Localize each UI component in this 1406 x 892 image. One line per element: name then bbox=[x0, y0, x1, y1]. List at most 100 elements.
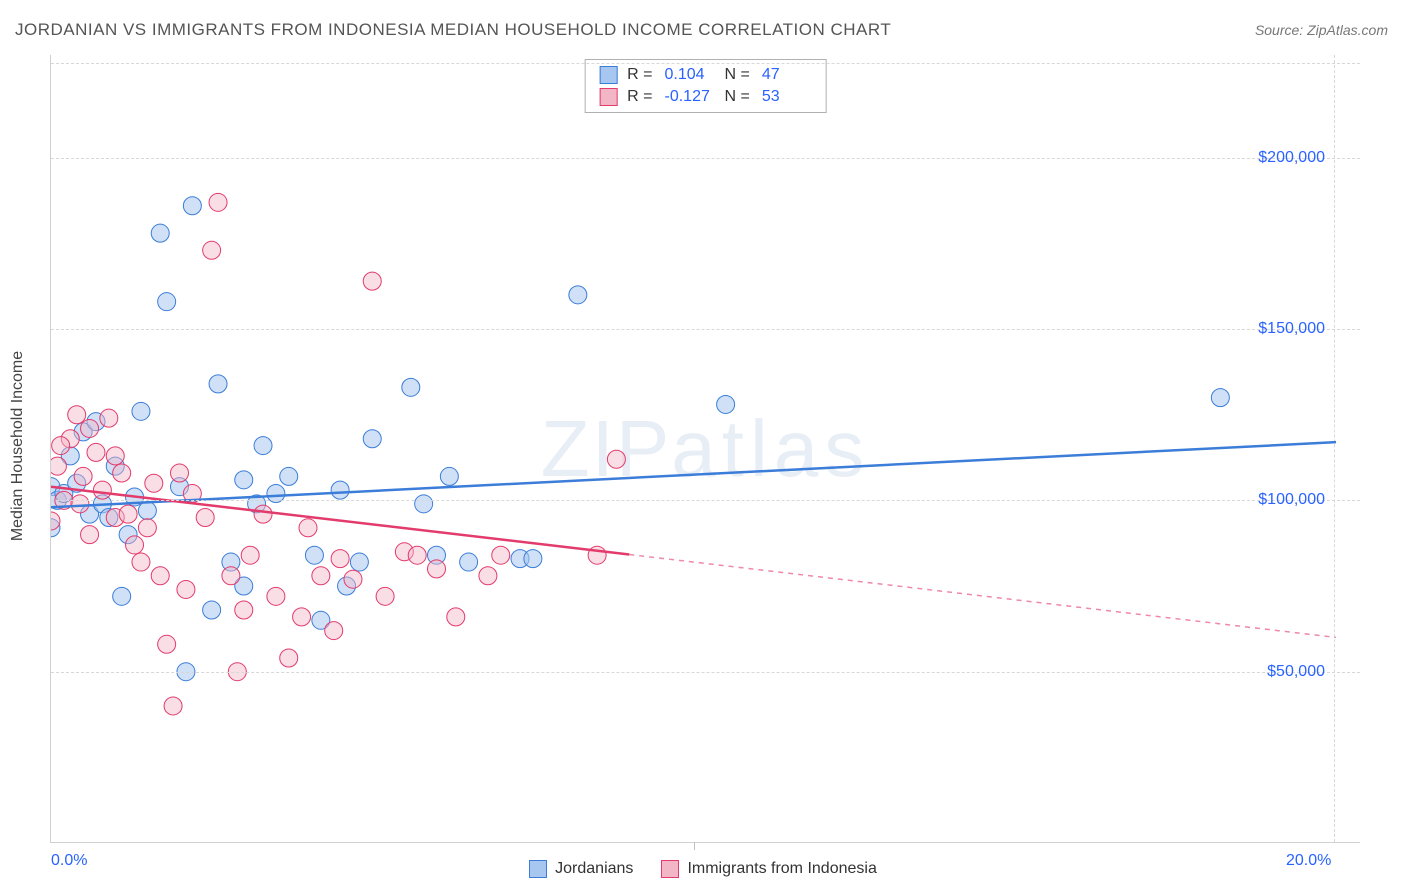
scatter-point bbox=[312, 567, 330, 585]
scatter-point bbox=[363, 272, 381, 290]
gridline-top bbox=[51, 63, 1360, 64]
scatter-point bbox=[325, 622, 343, 640]
scatter-point bbox=[203, 241, 221, 259]
stat-row: R =0.104N =47 bbox=[585, 64, 826, 86]
scatter-point bbox=[151, 567, 169, 585]
legend-swatch bbox=[661, 860, 679, 878]
n-value: 53 bbox=[762, 88, 812, 106]
gridline bbox=[51, 158, 1360, 159]
scatter-point bbox=[158, 293, 176, 311]
scatter-point bbox=[93, 481, 111, 499]
scatter-point bbox=[222, 567, 240, 585]
legend-item: Jordanians bbox=[529, 860, 633, 878]
series-swatch bbox=[599, 66, 617, 84]
y-tick-label: $150,000 bbox=[1258, 320, 1325, 338]
scatter-point bbox=[402, 378, 420, 396]
scatter-point bbox=[71, 495, 89, 513]
scatter-point bbox=[241, 546, 259, 564]
n-label: N = bbox=[725, 88, 750, 106]
scatter-point bbox=[138, 519, 156, 537]
scatter-point bbox=[126, 536, 144, 554]
scatter-point bbox=[440, 467, 458, 485]
scatter-point bbox=[132, 553, 150, 571]
y-tick-label: $50,000 bbox=[1267, 663, 1325, 681]
scatter-point bbox=[280, 467, 298, 485]
scatter-point bbox=[569, 286, 587, 304]
r-label: R = bbox=[627, 66, 652, 84]
scatter-point bbox=[350, 553, 368, 571]
scatter-point bbox=[254, 505, 272, 523]
scatter-point bbox=[209, 375, 227, 393]
scatter-point bbox=[331, 550, 349, 568]
scatter-point bbox=[331, 481, 349, 499]
scatter-point bbox=[524, 550, 542, 568]
scatter-point bbox=[492, 546, 510, 564]
scatter-point bbox=[113, 464, 131, 482]
r-value: 0.104 bbox=[665, 66, 715, 84]
scatter-point bbox=[299, 519, 317, 537]
correlation-stats-box: R =0.104N =47R =-0.127N =53 bbox=[584, 59, 827, 113]
scatter-point bbox=[52, 437, 70, 455]
scatter-point bbox=[280, 649, 298, 667]
scatter-point bbox=[132, 402, 150, 420]
scatter-point bbox=[460, 553, 478, 571]
scatter-point bbox=[81, 526, 99, 544]
legend-label: Immigrants from Indonesia bbox=[687, 860, 876, 878]
scatter-point bbox=[344, 570, 362, 588]
scatter-point bbox=[209, 193, 227, 211]
scatter-point bbox=[151, 224, 169, 242]
scatter-point bbox=[113, 587, 131, 605]
scatter-point bbox=[254, 437, 272, 455]
legend-item: Immigrants from Indonesia bbox=[661, 860, 876, 878]
scatter-point bbox=[68, 406, 86, 424]
scatter-point bbox=[177, 580, 195, 598]
scatter-point bbox=[376, 587, 394, 605]
bottom-legend: Jordanians Immigrants from Indonesia bbox=[0, 860, 1406, 878]
source-attribution: Source: ZipAtlas.com bbox=[1255, 22, 1388, 38]
scatter-point bbox=[164, 697, 182, 715]
gridline bbox=[51, 672, 1360, 673]
legend-swatch bbox=[529, 860, 547, 878]
stat-row: R = -0.127 N = 53 bbox=[585, 86, 826, 108]
scatter-point bbox=[106, 447, 124, 465]
gridline bbox=[51, 329, 1360, 330]
scatter-point bbox=[74, 467, 92, 485]
n-label: N = bbox=[725, 66, 750, 84]
y-tick-label: $100,000 bbox=[1258, 491, 1325, 509]
r-label: R = bbox=[627, 88, 652, 106]
scatter-point bbox=[235, 601, 253, 619]
r-value: -0.127 bbox=[665, 88, 715, 106]
legend-label: Jordanians bbox=[555, 860, 633, 878]
scatter-point bbox=[203, 601, 221, 619]
scatter-point bbox=[51, 457, 66, 475]
scatter-point bbox=[171, 464, 189, 482]
chart-plot-area: ZIPatlas R =0.104N =47R =-0.127N =53 $50… bbox=[50, 55, 1360, 843]
scatter-point bbox=[235, 471, 253, 489]
y-tick-label: $200,000 bbox=[1258, 149, 1325, 167]
scatter-point bbox=[428, 560, 446, 578]
scatter-point bbox=[415, 495, 433, 513]
y-axis-label: Median Household Income bbox=[9, 351, 27, 541]
scatter-point bbox=[447, 608, 465, 626]
scatter-point bbox=[138, 502, 156, 520]
trend-line-dashed bbox=[629, 555, 1336, 638]
scatter-point bbox=[267, 587, 285, 605]
scatter-point bbox=[363, 430, 381, 448]
series-swatch bbox=[599, 88, 617, 106]
scatter-point bbox=[607, 450, 625, 468]
scatter-point bbox=[158, 635, 176, 653]
chart-title: JORDANIAN VS IMMIGRANTS FROM INDONESIA M… bbox=[15, 20, 891, 40]
chart-svg-layer bbox=[51, 55, 1360, 842]
scatter-point bbox=[717, 395, 735, 413]
scatter-point bbox=[100, 409, 118, 427]
scatter-point bbox=[196, 509, 214, 527]
scatter-point bbox=[479, 567, 497, 585]
gridline bbox=[51, 500, 1360, 501]
scatter-point bbox=[293, 608, 311, 626]
scatter-point bbox=[81, 419, 99, 437]
scatter-point bbox=[305, 546, 323, 564]
scatter-point bbox=[145, 474, 163, 492]
scatter-point bbox=[87, 443, 105, 461]
scatter-point bbox=[183, 197, 201, 215]
x-minor-tick bbox=[694, 842, 695, 850]
